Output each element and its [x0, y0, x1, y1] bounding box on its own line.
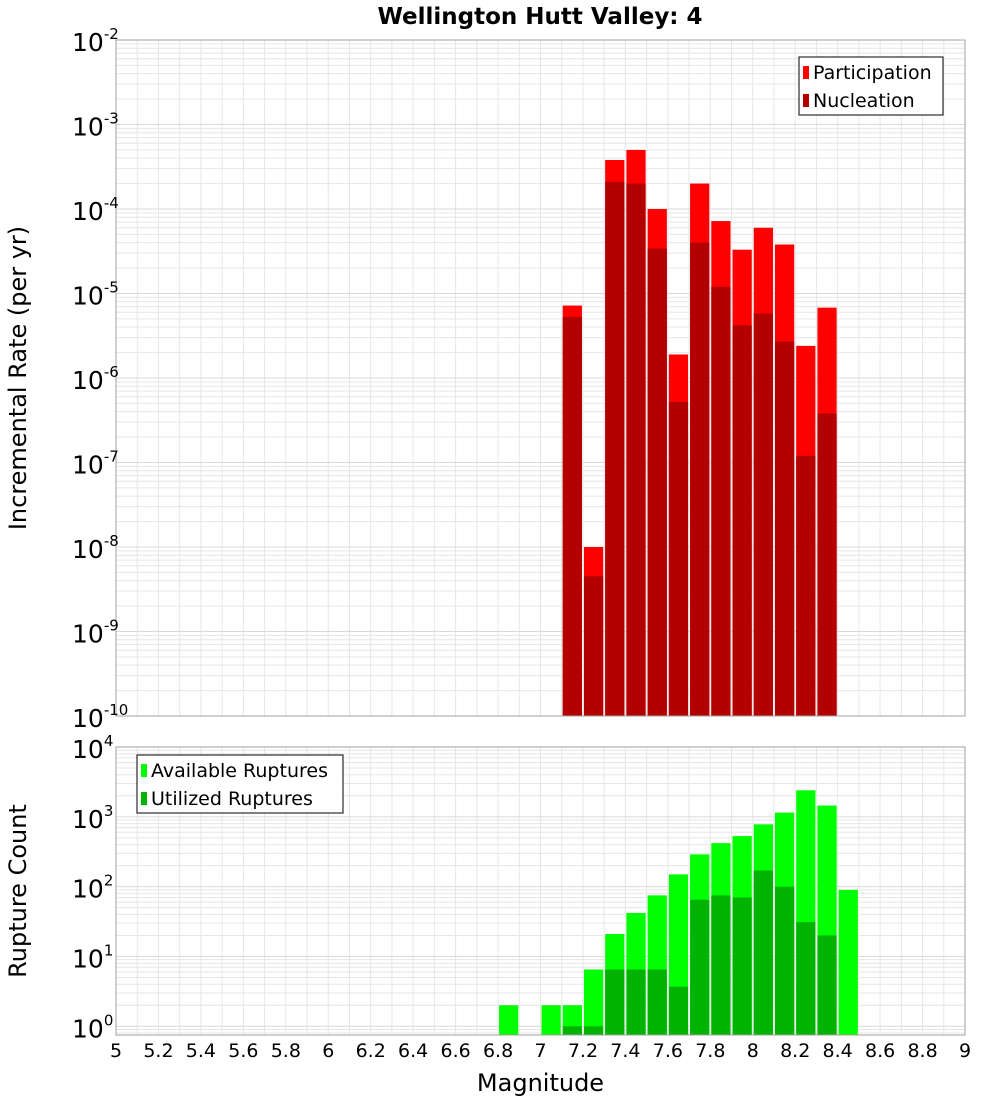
count-x-tick-label: 8.6	[865, 1040, 895, 1062]
rate-panel: 10-10 10-9 10-8 10-7 10-6 10-5 10-4 10-3 10-2 Inc…	[4, 25, 966, 733]
count-y-ticks: 100 101 102 103 104	[72, 732, 113, 1043]
count-y-tick-label: 101	[72, 941, 113, 973]
rate-frame	[115, 39, 966, 717]
count-bar	[583, 969, 604, 1035]
count-legend: Available Ruptures Utilized Ruptures	[136, 754, 344, 814]
rate-bar	[647, 248, 667, 716]
count-bar	[796, 922, 816, 1035]
count-bar	[732, 897, 752, 1035]
count-y-tick-label: 104	[72, 732, 113, 764]
count-y-tick-label: 100	[72, 1011, 113, 1043]
count-legend-swatch	[141, 792, 147, 805]
rate-grid	[115, 39, 966, 717]
count-series-front	[562, 870, 837, 1035]
count-x-tick-label: 6	[322, 1040, 334, 1062]
rate-y-axis-label: Incremental Rate (per yr)	[4, 226, 32, 530]
count-x-tick-label: 6.4	[398, 1040, 428, 1062]
count-bar	[562, 1026, 582, 1035]
count-y-tick-label: 103	[72, 802, 113, 834]
rate-legend-swatch	[803, 94, 809, 107]
rate-y-ticks: 10-10 10-9 10-8 10-7 10-6 10-5 10-4 10-3 10-2	[72, 25, 128, 733]
count-x-tick-label: 7.4	[610, 1040, 640, 1062]
count-x-tick-label: 8.4	[823, 1040, 853, 1062]
rate-bar	[711, 286, 731, 716]
rate-bar	[796, 455, 816, 716]
count-bar	[583, 1026, 604, 1035]
rate-y-tick-label: 10-7	[72, 448, 119, 480]
count-bar	[668, 986, 689, 1035]
rate-y-tick-label: 10-4	[72, 194, 119, 226]
count-bar	[499, 1005, 519, 1035]
rate-y-tick-label: 10-8	[72, 532, 119, 564]
count-x-axis-label: Magnitude	[477, 1069, 604, 1097]
count-panel: 100 101 102 103 104 5 5.2 5.4 5.6 5.8 6 6.2 6.4 6.6 6.…	[4, 732, 971, 1097]
count-x-tick-label: 8	[747, 1040, 759, 1062]
rate-bar	[626, 183, 646, 716]
count-x-tick-label: 6.6	[440, 1040, 470, 1062]
count-x-tick-label: 6.2	[356, 1040, 386, 1062]
rate-legend-label: Nucleation	[813, 90, 915, 112]
rate-legend-label: Participation	[813, 62, 932, 84]
chart-title: Wellington Hutt Valley: 4	[377, 4, 702, 30]
rate-legend-box	[798, 56, 944, 116]
rate-bar	[753, 313, 773, 716]
count-y-tick-label: 102	[72, 872, 113, 904]
count-bar	[774, 886, 795, 1035]
rate-y-tick-label: 10-6	[72, 363, 119, 395]
count-x-tick-label: 6.8	[483, 1040, 513, 1062]
count-legend-box	[136, 754, 344, 814]
count-x-tick-label: 5.8	[271, 1040, 301, 1062]
rate-bar	[690, 242, 710, 717]
count-y-axis-label: Rupture Count	[4, 804, 32, 978]
rate-y-tick-label: 10-5	[72, 279, 119, 311]
count-x-tick-label: 8.2	[780, 1040, 810, 1062]
count-bar	[817, 935, 837, 1035]
count-bar	[711, 895, 731, 1035]
count-bar	[838, 889, 858, 1035]
count-bar	[605, 969, 625, 1035]
count-x-tick-label: 9	[959, 1040, 971, 1062]
rate-series-front	[562, 181, 837, 717]
count-x-tick-label: 7	[534, 1040, 546, 1062]
rate-y-tick-label: 10-10	[72, 701, 128, 733]
count-x-tick-label: 5	[110, 1040, 122, 1062]
count-x-tick-label: 7.2	[568, 1040, 598, 1062]
count-x-tick-label: 5.4	[186, 1040, 216, 1062]
rate-y-tick-label: 10-2	[72, 25, 119, 57]
count-bar	[541, 1005, 561, 1035]
rate-bar	[817, 413, 837, 716]
rate-bar	[732, 325, 752, 716]
rate-bar	[583, 576, 604, 716]
count-x-tick-label: 5.6	[228, 1040, 258, 1062]
rate-bar	[605, 181, 625, 717]
count-x-tick-label: 8.8	[907, 1040, 937, 1062]
rate-bar	[774, 341, 795, 716]
rate-y-tick-label: 10-3	[72, 110, 119, 142]
rate-legend: Participation Nucleation	[798, 56, 944, 116]
count-bar	[753, 870, 773, 1035]
rate-y-tick-label: 10-9	[72, 617, 119, 649]
count-x-tick-label: 5.2	[143, 1040, 173, 1062]
count-frame	[115, 746, 966, 1036]
count-legend-swatch	[141, 764, 147, 777]
count-x-tick-label: 7.6	[653, 1040, 683, 1062]
count-x-tick-label: 7.8	[695, 1040, 725, 1062]
count-x-ticks: 5 5.2 5.4 5.6 5.8 6 6.2 6.4 6.6 6.8 7 7.2 7.4 7.6 7.8 8…	[110, 1040, 971, 1062]
count-bar	[690, 899, 710, 1035]
rate-legend-swatch	[803, 66, 809, 79]
count-legend-label: Available Ruptures	[151, 760, 328, 782]
count-bar	[626, 969, 646, 1035]
count-legend-label: Utilized Ruptures	[151, 788, 313, 810]
rate-bar	[562, 316, 582, 716]
rate-bar	[668, 401, 689, 716]
count-bar	[647, 969, 667, 1035]
